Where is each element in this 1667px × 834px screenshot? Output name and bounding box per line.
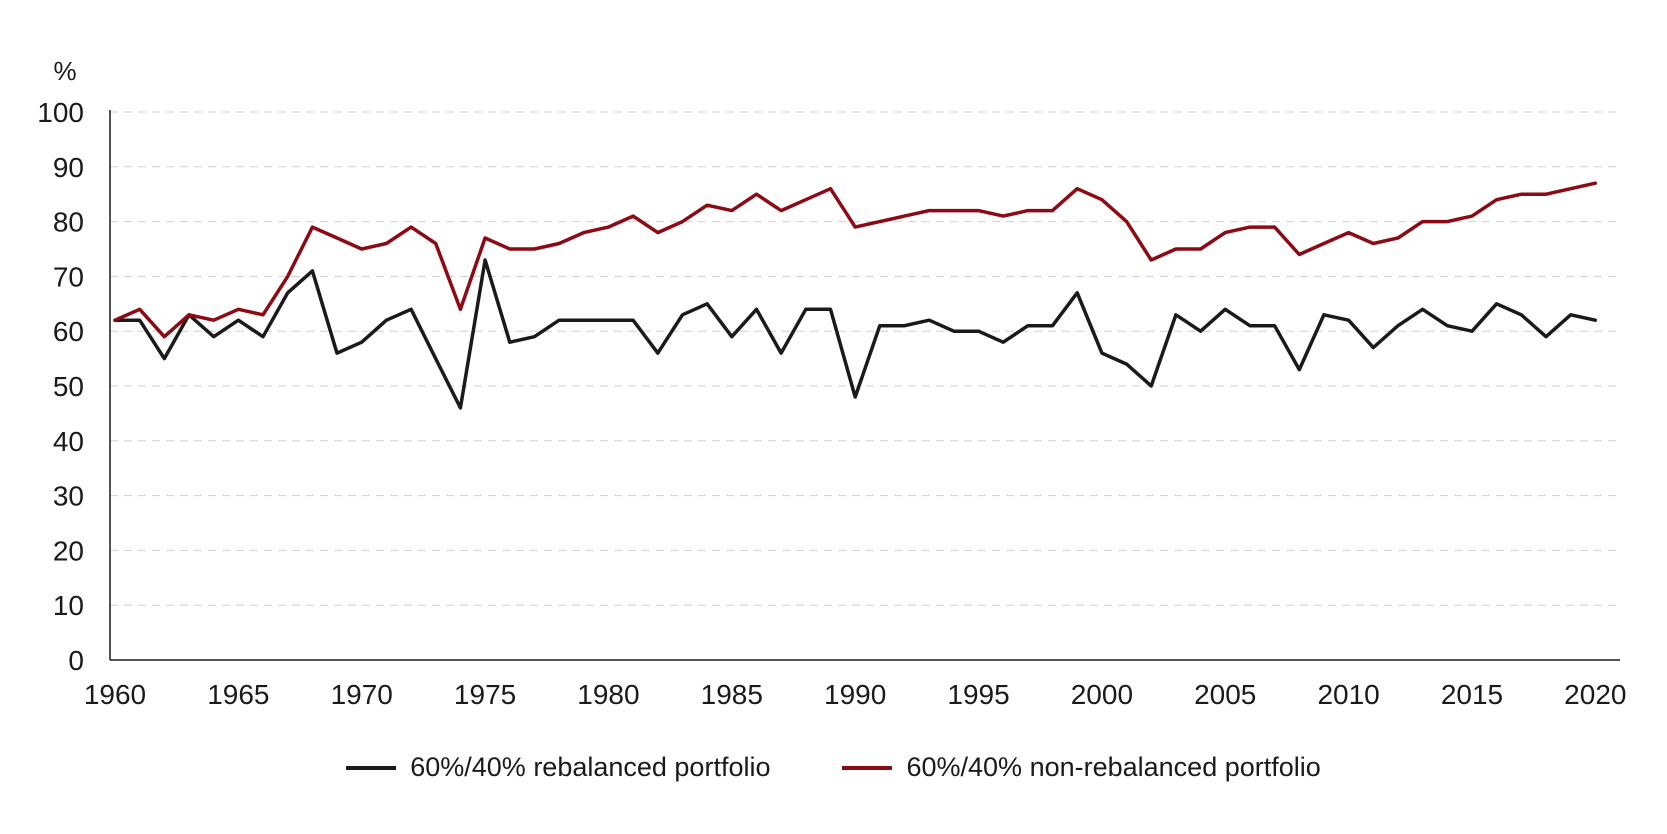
x-tick-label: 1965 [207, 679, 269, 710]
x-tick-label: 1975 [454, 679, 516, 710]
x-tick-label: 1995 [947, 679, 1009, 710]
line-chart: % 0 10 20 30 40 50 60 70 80 90 100 1960 1965 1970 197… [37, 56, 1627, 710]
y-tick-label: 80 [53, 207, 84, 238]
y-tick-label: 10 [53, 590, 84, 621]
y-tick-label: 70 [53, 261, 84, 292]
legend-item-non-rebalanced: 60%/40% non-rebalanced portfolio [842, 752, 1321, 783]
y-tick-label: 60 [53, 316, 84, 347]
legend-label-non-rebalanced: 60%/40% non-rebalanced portfolio [906, 752, 1321, 782]
x-tick-label: 1980 [577, 679, 639, 710]
y-tick-label: 40 [53, 426, 84, 457]
series-line-non-rebalanced [113, 181, 1598, 339]
y-tick-label: 50 [53, 371, 84, 402]
x-tick-label: 2000 [1071, 679, 1133, 710]
y-axis-tick-labels: 0 10 20 30 40 50 60 70 80 90 100 [37, 97, 84, 676]
x-tick-label: 1970 [331, 679, 393, 710]
legend-label-rebalanced: 60%/40% rebalanced portfolio [410, 752, 771, 782]
y-tick-label: 30 [53, 481, 84, 512]
series-line-rebalanced [113, 258, 1598, 410]
x-tick-label: 1960 [84, 679, 146, 710]
legend: 60%/40% rebalanced portfolio 60%/40% non… [0, 752, 1667, 783]
y-tick-label: 20 [53, 535, 84, 566]
axes [109, 110, 1620, 661]
x-axis-tick-labels: 1960 1965 1970 1975 1980 1985 1990 1995 2000 2005… [84, 679, 1627, 710]
x-tick-label: 2005 [1194, 679, 1256, 710]
gridlines [110, 111, 1620, 606]
y-tick-label: 90 [53, 152, 84, 183]
y-axis-unit-label: % [53, 56, 76, 86]
legend-item-rebalanced: 60%/40% rebalanced portfolio [346, 752, 770, 783]
x-tick-label: 2010 [1317, 679, 1379, 710]
x-tick-label: 2015 [1441, 679, 1503, 710]
y-tick-label: 100 [37, 97, 84, 128]
legend-swatch-rebalanced [346, 765, 397, 770]
x-tick-label: 1990 [824, 679, 886, 710]
y-tick-label: 0 [68, 645, 84, 676]
x-tick-label: 1985 [701, 679, 763, 710]
x-tick-label: 2020 [1564, 679, 1626, 710]
legend-swatch-non-rebalanced [842, 765, 893, 770]
series-lines [113, 181, 1598, 410]
